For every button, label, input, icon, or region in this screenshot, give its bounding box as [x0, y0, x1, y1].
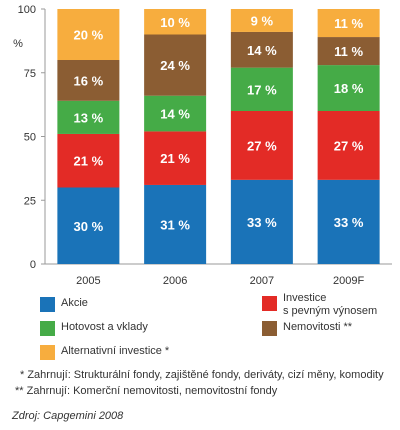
x-tick-label: 2006 — [163, 275, 187, 287]
legend-swatch-hotovost — [40, 321, 55, 336]
data-label: 14 % — [160, 107, 190, 122]
data-label: 30 % — [74, 219, 104, 234]
data-label: 27 % — [334, 138, 364, 153]
y-axis-label: % — [13, 38, 23, 50]
legend-swatch-investice — [262, 296, 277, 311]
bar-segment — [144, 131, 207, 185]
stacked-bar-chart: 0 25 50 75 100% 30 % 21 % 13 % 16 % 20 % 2005 31 % 2… — [13, 4, 392, 287]
x-tick-label: 2009F — [333, 275, 364, 287]
bar-segment — [57, 100, 120, 134]
legend-item-alternativni: Alternativní investice * — [40, 345, 169, 360]
bar-segment — [57, 133, 120, 188]
source-note: Zdroj: Capgemini 2008 — [12, 410, 124, 422]
y-tick-label: 75 — [24, 68, 36, 80]
bar-segment — [57, 60, 120, 101]
y-tick-label: 0 — [30, 259, 36, 271]
data-label: 31 % — [160, 217, 190, 232]
legend-swatch-nemovitosti — [262, 321, 277, 336]
bar-segment — [317, 65, 380, 111]
x-tick-label: 2005 — [76, 275, 100, 287]
bar-segment — [230, 111, 293, 180]
data-label: 16 % — [74, 73, 104, 88]
y-tick-label: 100 — [18, 4, 36, 16]
data-label: 33 % — [247, 215, 277, 230]
legend-item-akcie: Akcie — [40, 297, 88, 312]
bar-segment — [230, 179, 293, 264]
legend-item-nemovitosti: Nemovitosti ** — [262, 321, 352, 336]
legend-label-nemovitosti: Nemovitosti ** — [283, 321, 353, 333]
data-label: 27 % — [247, 138, 277, 153]
y-tick-label: 50 — [24, 132, 36, 144]
data-label: 10 % — [160, 15, 190, 30]
legend-item-hotovost: Hotovost a vklady — [40, 321, 148, 336]
data-label: 13 % — [74, 110, 104, 125]
bar-segment — [144, 9, 207, 35]
bar-segment — [230, 31, 293, 68]
legend-label-alternativni: Alternativní investice * — [61, 345, 170, 357]
data-label: 14 % — [247, 43, 277, 58]
data-label: 24 % — [160, 58, 190, 73]
footnote-alternative: * Zahrnují: Strukturální fondy, zajištěn… — [20, 369, 384, 381]
bar-segment — [57, 9, 120, 60]
bar-segment — [144, 184, 207, 264]
data-label: 18 % — [334, 81, 364, 96]
bar-segment — [230, 67, 293, 111]
data-label: 11 % — [334, 16, 363, 31]
bar-segment — [317, 179, 380, 264]
y-tick-label: 25 — [24, 195, 36, 207]
data-label: 17 % — [247, 82, 277, 97]
data-label: 11 % — [334, 44, 363, 59]
legend-swatch-alternativni — [40, 345, 55, 360]
x-tick-label: 2007 — [250, 275, 274, 287]
bar-segment — [317, 37, 380, 66]
bar-segment — [317, 9, 380, 38]
bar-segment — [57, 187, 120, 264]
data-label: 33 % — [334, 215, 364, 230]
footnote-real-estate: ** Zahrnují: Komerční nemovitosti, nemov… — [15, 385, 278, 397]
bar-segment — [144, 95, 207, 132]
legend-swatch-akcie — [40, 297, 55, 312]
legend-label-hotovost: Hotovost a vklady — [61, 321, 148, 333]
bar-segment — [230, 9, 293, 32]
data-label: 9 % — [251, 13, 274, 28]
data-label: 20 % — [74, 28, 104, 43]
bar-segment — [317, 111, 380, 180]
legend-label-investice: Investice s pevným výnosem — [283, 292, 378, 317]
bar-segment — [144, 34, 207, 96]
legend-label-akcie: Akcie — [61, 297, 88, 309]
data-label: 21 % — [160, 151, 190, 166]
data-label: 21 % — [74, 154, 104, 169]
legend-item-investice: Investice s pevným výnosem — [262, 292, 377, 318]
